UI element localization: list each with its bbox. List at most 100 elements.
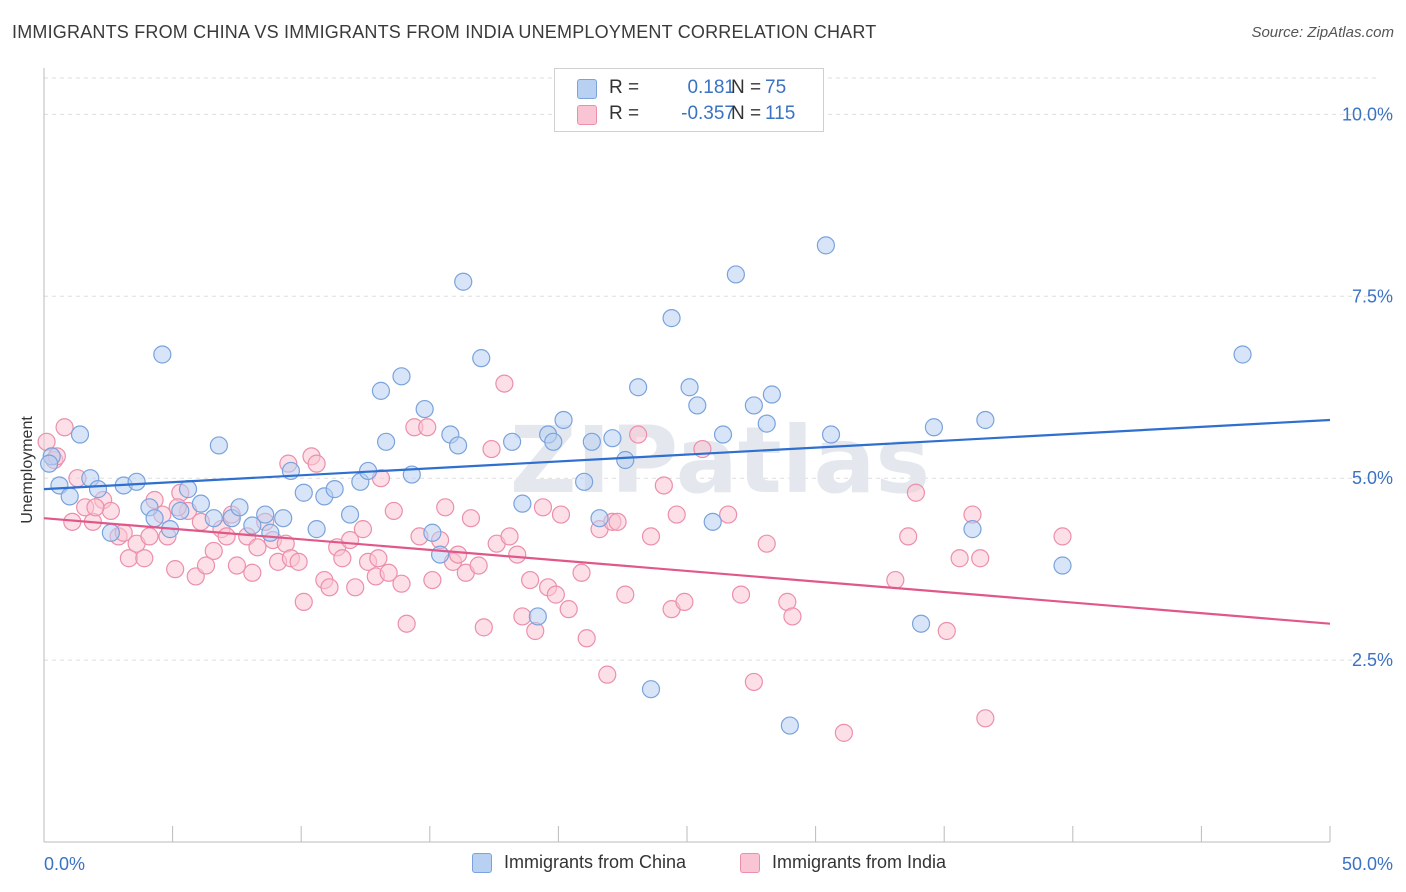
china-point <box>127 472 146 491</box>
china-point <box>230 498 249 517</box>
china-point <box>171 501 190 521</box>
china-point <box>603 429 622 448</box>
china-point <box>376 432 396 451</box>
china-point <box>688 396 707 415</box>
india-point <box>55 418 74 437</box>
india-point <box>521 570 540 590</box>
china-point <box>1233 345 1252 364</box>
china-point <box>60 487 79 506</box>
india-point <box>289 552 308 571</box>
china-point <box>191 494 210 513</box>
india-point <box>976 709 995 728</box>
china-point <box>415 399 434 419</box>
china-point <box>821 425 841 444</box>
india-point <box>675 592 694 611</box>
china-point <box>911 614 931 633</box>
china-point <box>757 414 776 433</box>
india-point <box>243 563 262 582</box>
china-point <box>582 432 601 451</box>
india-point <box>166 560 185 579</box>
india-point <box>513 607 532 626</box>
india-point <box>654 476 673 495</box>
india-legend-label: Immigrants from India <box>772 852 947 872</box>
india-point <box>757 534 776 553</box>
india-point <box>641 527 661 546</box>
china-point <box>209 436 228 455</box>
source-credit: Source: ZipAtlas.com <box>1251 24 1394 41</box>
china-trend-line <box>43 418 1331 491</box>
y-tick-labels: 2.5% 5.0% 7.5% 10.0% <box>1342 104 1393 670</box>
x-tick-label: 50.0% <box>1342 854 1393 874</box>
china-point <box>924 418 944 437</box>
china-point <box>274 509 293 528</box>
china-point <box>392 367 411 386</box>
india-point <box>1053 527 1072 546</box>
china-point <box>371 381 391 400</box>
india-legend-swatch <box>740 853 760 873</box>
china-point <box>1053 556 1072 575</box>
india-point <box>135 549 154 568</box>
india-point <box>834 723 853 742</box>
china-point <box>503 432 522 451</box>
india-point <box>551 505 571 524</box>
india-point <box>616 585 635 604</box>
china-point <box>454 272 473 291</box>
china-point <box>544 432 563 451</box>
china-legend-swatch <box>472 853 492 873</box>
india-point <box>307 454 326 473</box>
india-point <box>546 585 565 604</box>
y-axis-label: Unemployment <box>19 416 36 524</box>
china-point <box>307 520 326 539</box>
india-point <box>418 418 437 437</box>
india-trend-line <box>43 517 1331 625</box>
india-point <box>320 578 339 597</box>
china-point <box>204 509 223 528</box>
china-r-label: R = <box>609 77 640 98</box>
india-point <box>731 585 751 604</box>
india-point <box>86 498 105 517</box>
china-point <box>178 480 198 499</box>
india-point <box>379 563 398 582</box>
china-point <box>70 425 90 444</box>
india-r-value: -0.357 <box>681 103 735 124</box>
china-point <box>88 480 108 499</box>
china-point <box>256 505 275 524</box>
china-point <box>762 385 781 404</box>
india-point <box>572 563 591 582</box>
china-point <box>101 523 120 542</box>
china-swatch <box>577 79 597 99</box>
india-r-label: R = <box>609 103 640 124</box>
india-point <box>886 570 905 590</box>
china-point <box>340 505 360 524</box>
trend-lines <box>43 418 1331 625</box>
india-n-value: 115 <box>765 103 796 124</box>
y-tick-label: 5.0% <box>1352 468 1393 488</box>
india-point <box>533 498 553 517</box>
china-point <box>726 265 745 284</box>
india-point <box>217 527 236 546</box>
china-point <box>703 512 722 531</box>
india-point <box>971 549 990 568</box>
china-point <box>816 236 835 255</box>
correlation-legend: R = 0.181 N = 75 R = -0.357 N = 115 <box>554 68 824 132</box>
x-tick-label: 0.0% <box>44 854 85 874</box>
y-tick-label: 10.0% <box>1342 104 1393 124</box>
india-point <box>397 614 416 633</box>
india-n-label: N = <box>731 103 762 124</box>
chart-title: IMMIGRANTS FROM CHINA VS IMMIGRANTS FROM… <box>12 22 877 42</box>
india-point <box>423 570 442 590</box>
china-point <box>448 436 468 455</box>
china-point <box>590 509 609 528</box>
china-points <box>40 236 1252 735</box>
china-point <box>423 523 442 542</box>
india-point <box>294 592 313 611</box>
india-point <box>436 498 455 517</box>
y-tick-label: 2.5% <box>1352 650 1393 670</box>
india-point <box>629 425 648 444</box>
india-point <box>140 527 159 546</box>
china-point <box>680 378 699 397</box>
china-n-label: N = <box>731 77 762 98</box>
china-legend-label: Immigrants from China <box>504 852 687 872</box>
china-point <box>713 425 733 444</box>
